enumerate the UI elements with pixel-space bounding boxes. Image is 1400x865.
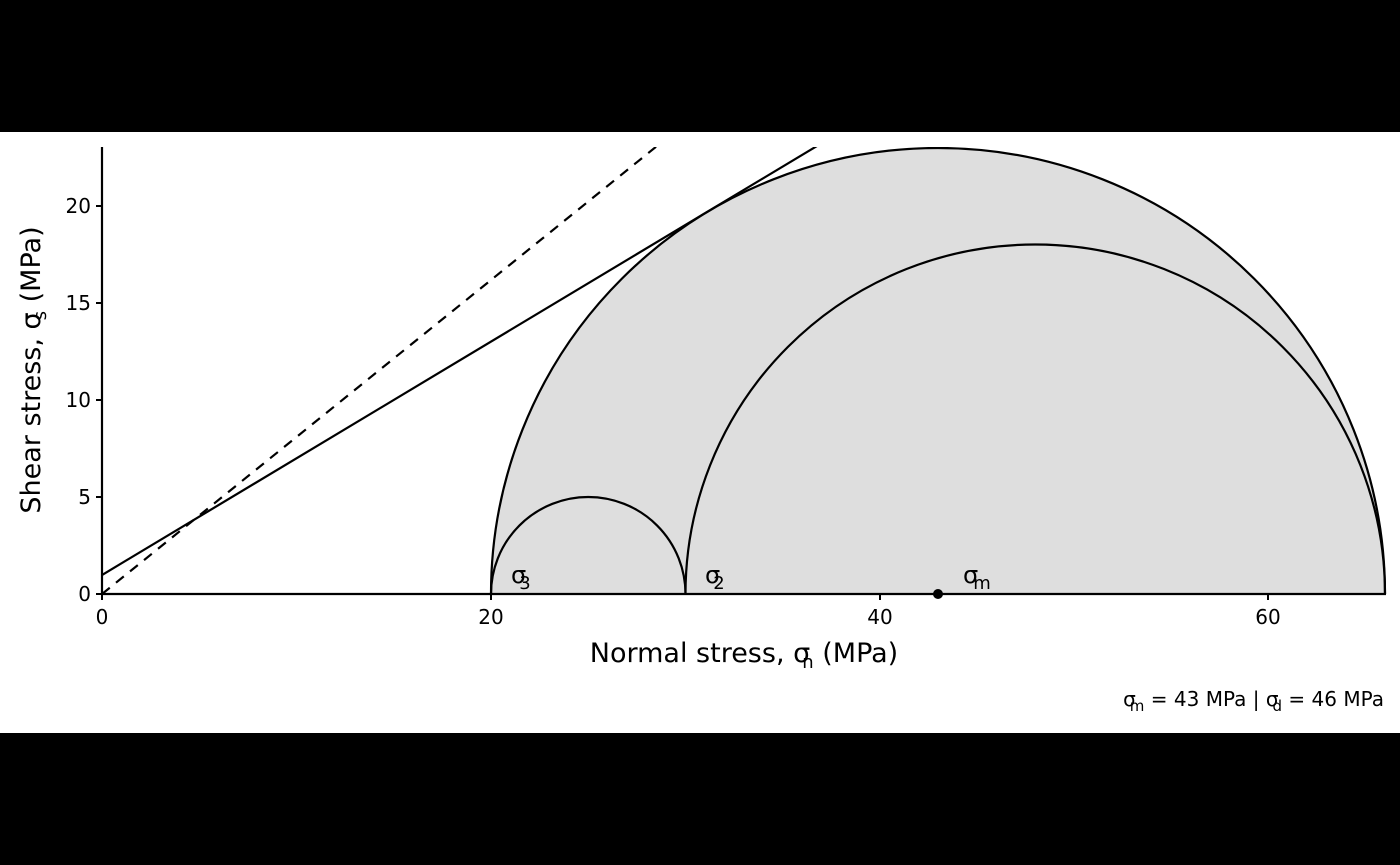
failure-envelope-solid xyxy=(102,147,818,576)
y-tick-labels: 0 5 10 15 20 xyxy=(66,194,91,606)
y-tick-label: 10 xyxy=(66,388,91,412)
mohr-circle-small xyxy=(489,495,687,595)
mohr-circle-right xyxy=(684,243,1387,595)
x-tick-labels: 0 20 40 60 xyxy=(96,605,1281,629)
x-tick-label: 60 xyxy=(1255,605,1280,629)
y-tick-label: 20 xyxy=(66,194,91,218)
mohr-diagram: 0 5 10 15 20 0 20 40 60 Normal stress, σ… xyxy=(16,147,1387,715)
x-tick-label: 40 xyxy=(867,605,892,629)
x-tick-label: 20 xyxy=(478,605,503,629)
y-tick-label: 5 xyxy=(78,485,91,509)
chart-panel: 0 5 10 15 20 0 20 40 60 Normal stress, σ… xyxy=(0,132,1400,733)
y-tick-label: 0 xyxy=(78,582,91,606)
chart-caption: σm = 43 MPa | σd = 46 MPa xyxy=(1123,687,1384,715)
sigma3-label: σ3 xyxy=(511,561,531,594)
y-axis-label: Shear stress, σs (MPa) xyxy=(16,226,51,513)
y-tick-label: 15 xyxy=(66,291,91,315)
mohr-circle-large xyxy=(489,147,1387,595)
x-axis-label: Normal stress, σn (MPa) xyxy=(590,638,898,673)
x-ticks xyxy=(101,594,1269,600)
sigma2-label: σ2 xyxy=(705,561,725,594)
sigma-m-label: σm xyxy=(963,561,991,594)
x-tick-label: 0 xyxy=(96,605,109,629)
failure-envelope-dashed xyxy=(102,147,658,595)
mohr-fill xyxy=(491,148,1385,594)
